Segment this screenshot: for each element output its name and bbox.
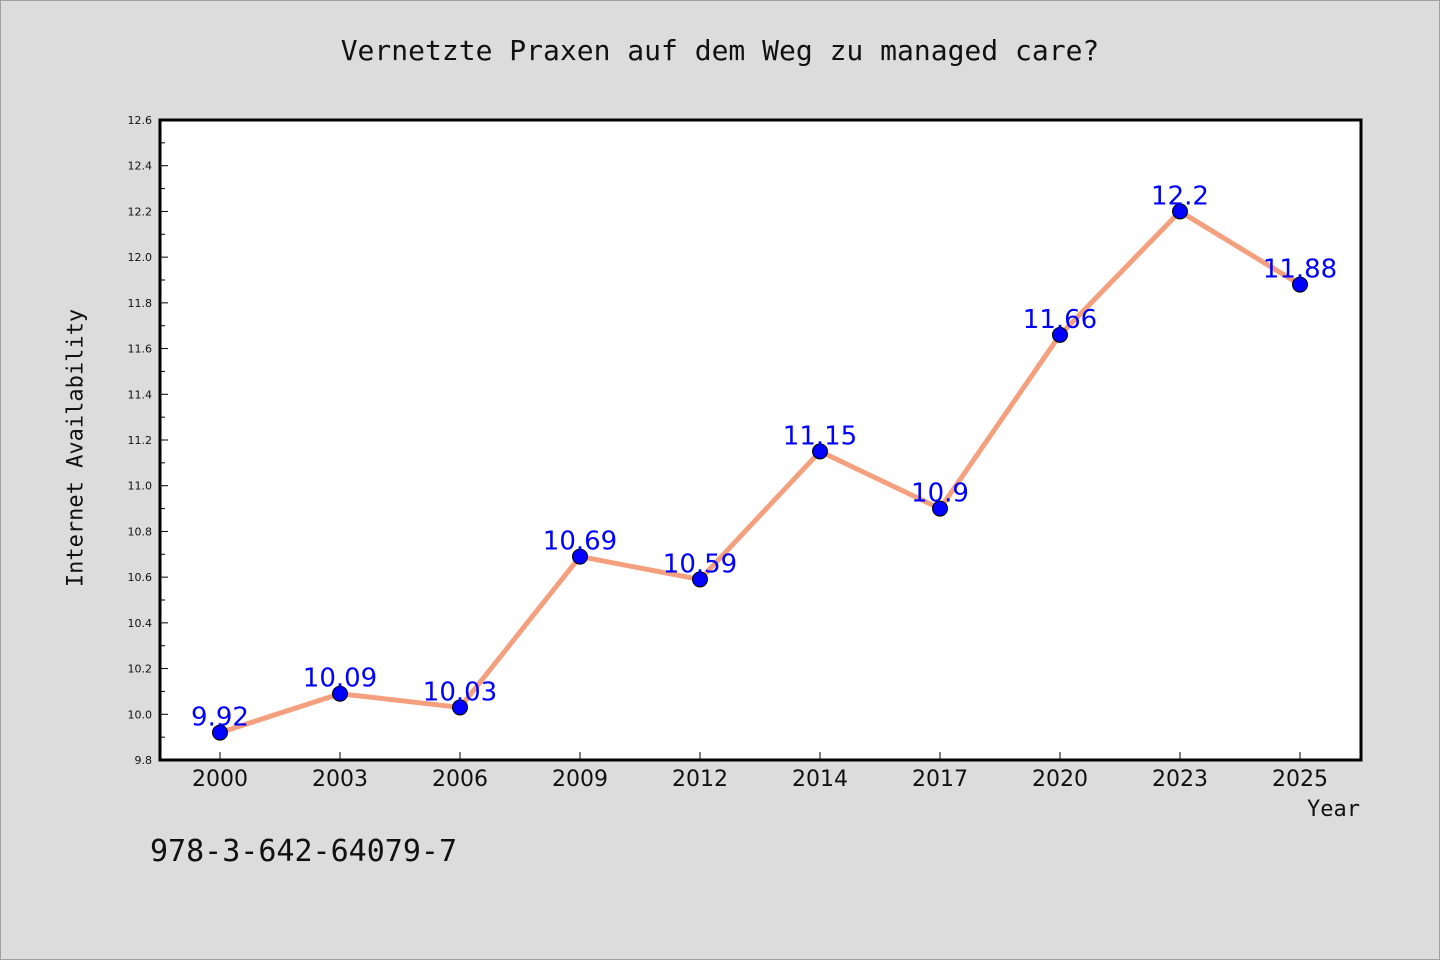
y-tick-label: 10.6: [128, 571, 153, 584]
y-tick-label: 10.8: [128, 525, 153, 538]
chart-title: Vernetzte Praxen auf dem Weg zu managed …: [340, 34, 1100, 67]
data-label: 12.2: [1151, 181, 1209, 211]
data-point: [572, 548, 588, 565]
data-label: 10.9: [911, 479, 969, 509]
y-tick-label: 11.0: [128, 480, 153, 493]
y-tick-label: 11.8: [128, 297, 153, 310]
y-tick-label: 12.4: [128, 160, 153, 173]
x-tick-label: 2025: [1272, 767, 1328, 792]
data-label: 10.59: [663, 549, 737, 579]
data-point: [212, 724, 228, 741]
y-tick-label: 12.2: [128, 205, 153, 218]
y-tick-label: 9.8: [135, 754, 153, 767]
data-label: 11.66: [1023, 305, 1097, 335]
y-tick-label: 12.6: [128, 114, 153, 127]
y-tick-label: 11.4: [128, 388, 153, 401]
x-tick-label: 2000: [192, 767, 248, 792]
plot-area: [158, 118, 1363, 762]
data-point: [932, 500, 948, 517]
data-label: 10.69: [543, 527, 617, 557]
data-point: [332, 685, 348, 702]
y-tick-label: 10.2: [128, 663, 153, 676]
isbn-text: 978-3-642-64079-7: [150, 834, 458, 869]
data-point: [812, 443, 828, 460]
data-label: 10.09: [303, 664, 377, 694]
x-tick-label: 2014: [792, 767, 848, 792]
series-line: [217, 208, 1303, 736]
y-tick-label: 10.0: [128, 708, 153, 721]
x-tick-label: 2023: [1152, 767, 1208, 792]
y-tick-label: 11.6: [128, 343, 153, 356]
y-axis: 9.8 10.0 10.2 10.4 10.6 10.8 11.0 11.2 11.4 11.6 1…: [128, 114, 168, 767]
data-point: [1052, 326, 1068, 343]
data-label: 9.92: [191, 703, 249, 733]
x-axis: 2000 2003 2006 2009 2012 2014 2017 2020 2023 2025: [192, 752, 1328, 792]
x-tick-label: 2012: [672, 767, 728, 792]
x-tick-label: 2017: [912, 767, 968, 792]
data-labels: 9.92 10.09 10.03 10.69 10.59 11.15 10.9 11.66 12…: [191, 181, 1337, 732]
x-tick-label: 2020: [1032, 767, 1088, 792]
data-point: [1292, 276, 1308, 293]
x-tick-label: 2009: [552, 767, 608, 792]
data-point: [452, 699, 468, 716]
data-label: 10.03: [423, 677, 497, 707]
x-tick-label: 2003: [312, 767, 368, 792]
data-points: [212, 203, 1308, 741]
x-axis-label: Year: [1307, 797, 1360, 822]
data-point: [1172, 203, 1188, 220]
y-tick-label: 10.4: [128, 617, 153, 630]
data-point: [692, 571, 708, 588]
y-tick-label: 12.0: [128, 251, 153, 264]
y-tick-label: 11.2: [128, 434, 153, 447]
data-label: 11.15: [783, 421, 857, 451]
data-label: 11.88: [1263, 255, 1337, 285]
x-tick-label: 2006: [432, 767, 488, 792]
